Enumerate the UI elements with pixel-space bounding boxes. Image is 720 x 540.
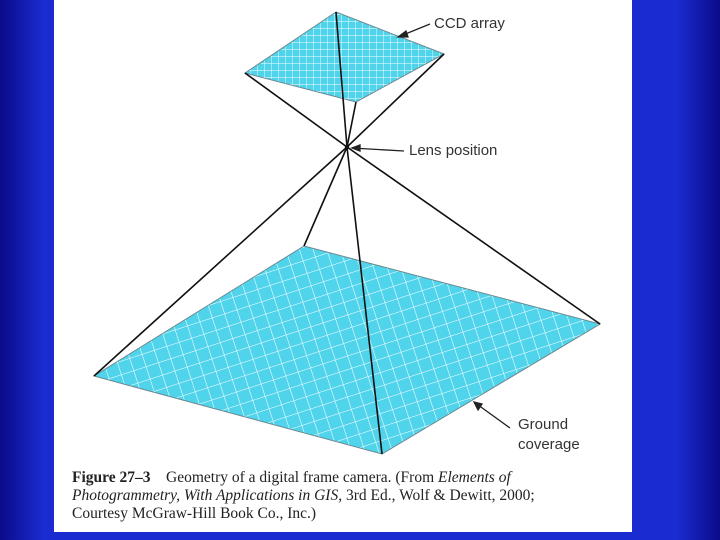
caption-title-1: Elements of <box>438 469 511 486</box>
ray-front-ccd <box>346 101 357 148</box>
ray-left-ccd <box>244 72 348 148</box>
ray-right-ccd <box>346 53 445 148</box>
figure-number: Figure 27–3 <box>72 469 151 486</box>
ccd-leader-arrow <box>396 29 409 38</box>
ray-right-ground <box>346 146 601 325</box>
ray-back-ccd <box>335 11 348 148</box>
ray-front-ground <box>346 146 383 455</box>
lens-leader-arrow <box>350 144 361 152</box>
caption-text-3: Courtesy McGraw-Hill Book Co., Inc.) <box>72 505 317 522</box>
ground-leader-arrow <box>472 401 484 412</box>
camera-geometry-diagram <box>92 11 602 455</box>
ground-coverage-label-line2: coverage <box>518 436 580 453</box>
caption-title-2: Photogrammetry, With Applications in GIS <box>72 487 339 504</box>
caption-text-1: Geometry of a digital frame camera. (Fro… <box>166 469 438 486</box>
lens-leader-line <box>351 147 405 152</box>
lens-point <box>344 144 350 150</box>
lens-position-label: Lens position <box>409 142 498 159</box>
figure-panel: CCD array Lens position Ground coverage … <box>54 0 632 532</box>
ray-left-ground <box>93 146 348 377</box>
caption-text-2: , 3rd Ed., Wolf & Dewitt, 2000; <box>338 487 535 504</box>
ccd-array-label: CCD array <box>434 15 505 32</box>
ground-coverage-label-line1: Ground <box>518 416 569 433</box>
ray-back-ground <box>303 146 348 247</box>
ccd-array-plane <box>243 11 446 103</box>
figure-caption: Figure 27–3 Geometry of a digital frame … <box>72 469 628 523</box>
projection-lines <box>93 11 601 455</box>
